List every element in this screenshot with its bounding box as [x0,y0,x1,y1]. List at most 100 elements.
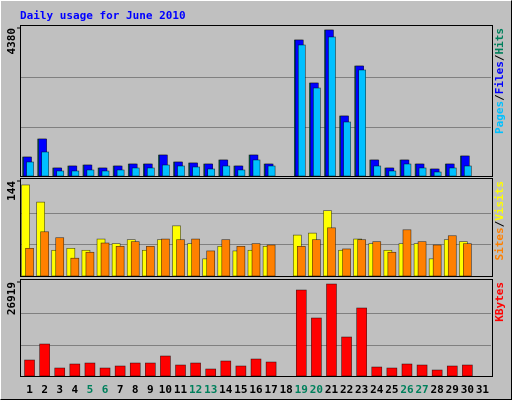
bar [160,355,171,377]
bar [328,36,336,177]
legend: KBytes [493,282,506,322]
bar [448,167,457,177]
bar [432,244,442,277]
bar [356,307,367,377]
x-tick-label: 22 [340,383,353,396]
bar [251,243,261,277]
x-tick-label: 5 [87,383,94,396]
y-tick-label: 144 [5,181,18,201]
bar [267,165,276,177]
x-tick-label: 9 [147,383,154,396]
x-tick-label: 18 [280,383,293,396]
bar [86,169,95,177]
bar [56,170,65,177]
bar [24,359,35,377]
x-tick-label: 4 [72,383,79,396]
x-tick-label: 6 [102,383,109,396]
x-tick-label: 2 [41,383,48,396]
bar [313,87,321,177]
bar [129,362,141,377]
x-tick-label: 13 [204,383,217,396]
bar [162,164,170,177]
x-tick-label: 23 [355,383,368,396]
y-tick-label: 4380 [5,28,18,55]
bar [85,251,95,277]
bar [115,246,125,277]
bar [116,169,125,177]
x-tick-label: 27 [415,383,428,396]
bar [237,169,246,177]
legend-entry: Files [493,61,506,94]
bar [236,246,246,277]
x-tick-label: 17 [264,383,277,396]
bar [70,257,80,277]
y-tick-label: 26919 [5,282,18,315]
x-tick-label: 28 [431,383,444,396]
bar [464,165,472,177]
bar [417,241,427,277]
bar [54,367,66,377]
bar [342,248,351,277]
x-tick-label: 8 [132,383,139,396]
bar [40,231,49,277]
bar [462,364,473,377]
bar [402,229,412,277]
x-tick-label: 12 [189,383,202,396]
bar [206,250,216,277]
x-tick-label: 21 [325,383,339,396]
bar [100,242,110,277]
legend-entry: KBytes [493,282,506,322]
bar [418,167,427,177]
x-tick-label: 19 [295,383,308,396]
bar [39,343,50,377]
bar [177,165,185,177]
bar [147,167,155,177]
bar [220,360,232,377]
bar [463,243,472,277]
x-tick-label: 14 [219,383,233,396]
bar [26,161,34,177]
bar [99,367,111,377]
bar [371,366,383,377]
legend-entry: Pages [493,101,506,134]
bar [175,364,186,377]
bar [235,365,247,377]
bar [222,165,231,177]
x-tick-label: 25 [385,383,398,396]
bar [357,239,366,277]
legend-separator: / [493,220,506,227]
x-tick-label: 29 [446,383,459,396]
bar [192,166,200,177]
x-tick-label: 15 [234,383,247,396]
bar [327,227,336,277]
bar [266,244,276,277]
bar [401,363,413,377]
bar [387,251,397,277]
x-tick-label: 3 [56,383,63,396]
bar [416,364,428,377]
bar [326,283,337,377]
chart-title: Daily usage for June 2010 [20,9,186,22]
legend-separator: / [493,54,506,61]
legend-separator: / [493,94,506,101]
bar [191,238,200,277]
bar [146,246,155,277]
bar [265,361,277,377]
bar [433,171,442,177]
bar [446,365,458,377]
bar [161,238,170,277]
bar [312,239,321,277]
legend-entry: Sites [493,227,506,260]
bar [341,336,352,377]
bar [221,239,231,277]
plot-area [20,25,493,177]
legend: Pages/Files/Hits [493,28,506,134]
bar [296,246,306,277]
bar [388,170,397,177]
x-tick-label: 24 [370,383,384,396]
legend: Sites/Visits [493,181,506,261]
bar [41,151,49,177]
bar [205,368,217,377]
bar [145,362,156,377]
